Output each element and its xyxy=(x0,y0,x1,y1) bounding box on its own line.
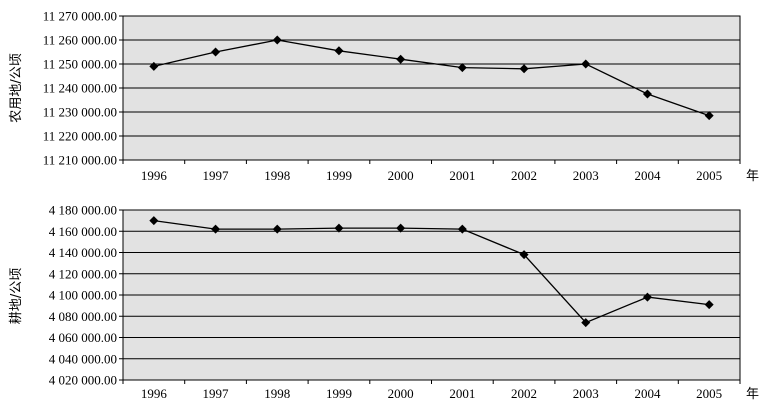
x-tick-label: 2001 xyxy=(449,168,475,183)
x-tick-label: 1997 xyxy=(203,168,230,183)
data-point-2001 xyxy=(457,63,467,73)
y-tick-label: 11 260 000.00 xyxy=(43,33,117,48)
y-tick-label: 4 020 000.00 xyxy=(49,373,117,388)
x-tick-label: 1997 xyxy=(203,386,230,401)
x-tick-label: 1999 xyxy=(326,386,352,401)
y-axis-title: 农用地/公顷 xyxy=(9,53,24,122)
data-point-2004 xyxy=(642,292,652,302)
series-line xyxy=(153,219,710,324)
x-tick-label: 2002 xyxy=(511,168,537,183)
x-tick-label: 2004 xyxy=(634,386,661,401)
y-tick-label: 11 270 000.00 xyxy=(43,9,117,24)
x-tick-label: 2000 xyxy=(388,386,414,401)
x-axis-unit: 年 xyxy=(746,169,759,184)
data-point-1996 xyxy=(149,61,159,71)
y-tick-label: 11 240 000.00 xyxy=(43,81,117,96)
chart-2: 4 020 000.00 4 040 000.00 4 060 000.00 4 08… xyxy=(8,203,759,403)
chart-1: 11 210 000.00 11 220 000.00 11 230 000.00 1… xyxy=(9,9,759,185)
x-tick-label: 1996 xyxy=(141,386,168,401)
x-tick-label: 2001 xyxy=(449,386,475,401)
data-point-1998 xyxy=(272,224,282,234)
data-point-1999 xyxy=(334,223,344,233)
y-tick-label: 11 220 000.00 xyxy=(43,129,117,144)
y-tick-label: 4 160 000.00 xyxy=(49,224,117,239)
data-point-2000 xyxy=(396,223,406,233)
data-point-2004 xyxy=(642,89,652,99)
series-line xyxy=(153,39,710,117)
y-tick-label: 4 120 000.00 xyxy=(49,266,117,281)
data-point-2003 xyxy=(581,318,591,328)
y-tick-label: 4 080 000.00 xyxy=(49,309,117,324)
data-point-2000 xyxy=(396,54,406,64)
x-axis-unit: 年 xyxy=(746,387,759,402)
data-point-1998 xyxy=(272,35,282,45)
data-point-1997 xyxy=(211,47,221,57)
x-tick-label: 2003 xyxy=(573,386,599,401)
y-tick-label: 4 180 000.00 xyxy=(49,203,117,218)
data-point-1999 xyxy=(334,46,344,56)
x-tick-label: 2005 xyxy=(696,168,722,183)
data-point-2002 xyxy=(519,250,529,260)
y-tick-label: 11 210 000.00 xyxy=(43,153,117,168)
data-point-2005 xyxy=(704,111,714,121)
x-tick-label: 1998 xyxy=(264,386,290,401)
x-tick-label: 1998 xyxy=(264,168,290,183)
y-tick-label: 4 100 000.00 xyxy=(49,288,117,303)
x-tick-label: 1996 xyxy=(141,168,168,183)
y-tick-label: 4 140 000.00 xyxy=(49,245,117,260)
x-tick-label: 1999 xyxy=(326,168,352,183)
y-tick-label: 4 040 000.00 xyxy=(49,351,117,366)
x-tick-label: 2002 xyxy=(511,386,537,401)
x-tick-label: 2005 xyxy=(696,386,722,401)
x-tick-label: 2003 xyxy=(573,168,599,183)
data-point-2002 xyxy=(519,64,529,74)
x-tick-label: 2000 xyxy=(388,168,414,183)
y-axis-title: 耕地/公顷 xyxy=(8,268,24,324)
y-tick-label: 11 250 000.00 xyxy=(43,57,117,72)
data-point-2001 xyxy=(457,224,467,234)
y-tick-label: 4 060 000.00 xyxy=(49,330,117,345)
y-tick-label: 11 230 000.00 xyxy=(43,105,117,120)
data-point-2003 xyxy=(581,59,591,69)
data-point-1996 xyxy=(149,216,159,226)
x-tick-label: 2004 xyxy=(634,168,661,183)
data-point-2005 xyxy=(704,300,714,310)
data-point-1997 xyxy=(211,224,221,234)
